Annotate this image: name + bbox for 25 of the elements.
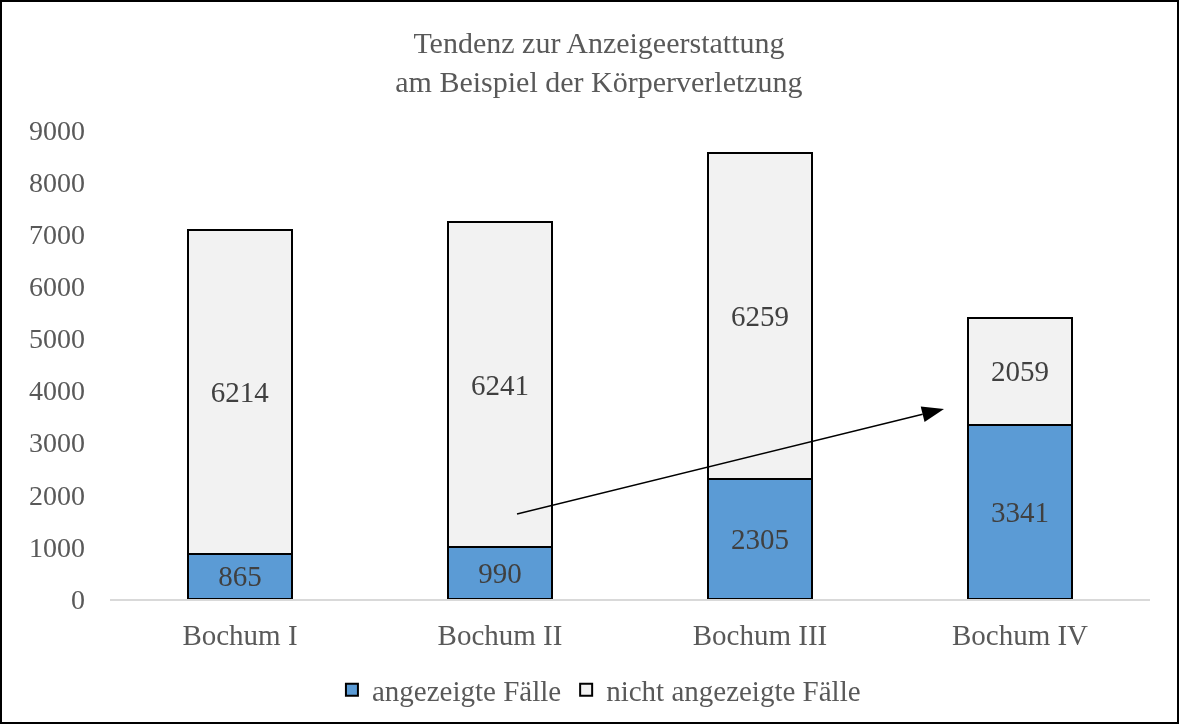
data-label: 865	[218, 560, 262, 593]
y-tick-label: 7000	[29, 219, 85, 251]
data-label: 3341	[991, 495, 1049, 528]
y-tick-label: 6000	[29, 271, 85, 303]
x-tick-label: Bochum III	[692, 618, 828, 651]
legend-label: angezeigte Fälle	[371, 675, 562, 708]
chart-title: Tendenz zur Anzeigeerstattung am Beispiel der Körperverletzung	[395, 25, 803, 98]
legend-label: nicht angezeigte Fälle	[606, 675, 861, 708]
data-label: 2305	[731, 522, 789, 555]
y-tick-label: 1000	[29, 531, 85, 563]
data-label: 6214	[210, 376, 270, 409]
y-tick-label: 0	[71, 583, 85, 615]
y-tick-label: 4000	[29, 375, 85, 407]
y-tick-label: 8000	[29, 166, 85, 198]
x-tick-label: Bochum II	[437, 618, 563, 651]
y-tick-label: 5000	[29, 323, 85, 355]
y-tick-label: 3000	[29, 427, 85, 459]
y-tick-label: 2000	[29, 479, 85, 511]
x-tick-label: Bochum I	[182, 618, 298, 651]
data-label: 6259	[731, 299, 789, 332]
data-label: 2059	[991, 355, 1049, 388]
data-label: 6241	[471, 368, 529, 401]
data-label: 990	[478, 557, 522, 590]
x-tick-label: Bochum IV	[951, 618, 1089, 651]
y-tick-label: 9000	[29, 114, 85, 146]
